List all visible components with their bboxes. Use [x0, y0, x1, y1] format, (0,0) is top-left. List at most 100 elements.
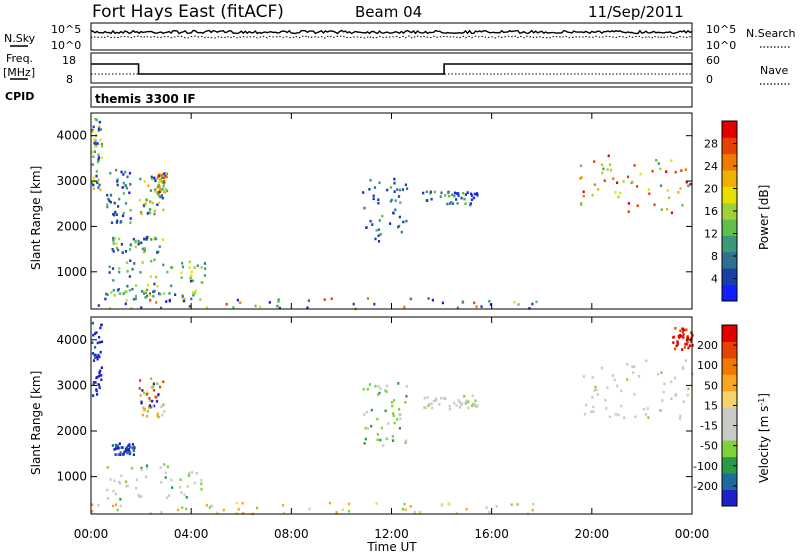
colorbar-tick-label: 8: [711, 250, 718, 263]
echo-cell: [91, 503, 94, 506]
echo-cell: [392, 211, 395, 215]
echo-cell: [124, 170, 127, 174]
echo-cell: [686, 336, 689, 340]
echo-cell: [308, 507, 311, 511]
echo-cell: [162, 185, 165, 188]
echo-cell: [131, 267, 134, 271]
echo-cell: [97, 127, 100, 131]
echo-cell: [93, 150, 96, 153]
echo-cell: [144, 296, 147, 299]
echo-cell: [189, 279, 193, 283]
echo-cell: [595, 388, 598, 392]
echo-cell: [118, 442, 121, 445]
echo-cell: [380, 426, 383, 430]
echo-cell: [92, 125, 95, 129]
echo-cell: [472, 196, 475, 200]
echo-cell: [582, 190, 585, 194]
echo-cell: [633, 164, 636, 167]
echo-cell: [592, 410, 595, 413]
echo-cell: [143, 292, 146, 295]
echo-cell: [457, 399, 460, 402]
echo-cell: [91, 352, 95, 355]
echo-cell: [191, 291, 195, 294]
echo-cell: [391, 439, 395, 442]
echo-cell: [455, 511, 458, 515]
echo-cell: [684, 342, 687, 346]
echo-cell: [593, 389, 596, 392]
echo-cell: [474, 399, 477, 402]
echo-cell: [603, 179, 606, 182]
echo-cell: [107, 197, 110, 201]
echo-cell: [377, 385, 380, 388]
echo-cell: [155, 400, 159, 403]
echo-cell: [682, 367, 685, 370]
echo-cell: [132, 446, 135, 450]
echo-cell: [440, 503, 443, 506]
echo-cell: [674, 347, 677, 351]
echo-cell: [149, 200, 152, 203]
echo-cell: [118, 480, 121, 484]
echo-cell: [95, 118, 98, 122]
echo-cell: [126, 284, 129, 288]
echo-cell: [112, 213, 116, 217]
velocity-panel-frame: [90, 316, 693, 515]
echo-cell: [109, 193, 113, 197]
echo-cell: [676, 343, 679, 346]
echo-cell: [156, 285, 159, 288]
echo-cell: [604, 398, 607, 402]
echo-cell: [156, 203, 159, 206]
echo-cell: [111, 248, 114, 251]
echo-cell: [93, 381, 96, 384]
echo-cell: [145, 236, 148, 239]
echo-cell: [162, 292, 166, 295]
echo-cell: [132, 453, 135, 456]
echo-cell: [108, 199, 111, 203]
echo-cell: [140, 212, 143, 215]
echo-cell: [433, 190, 436, 194]
echo-cell: [145, 198, 148, 202]
echo-cell: [430, 197, 433, 201]
echo-cell: [159, 306, 163, 310]
echo-cell: [366, 387, 369, 391]
echo-cell: [451, 202, 455, 205]
echo-cell: [668, 196, 671, 200]
echo-cell: [670, 397, 673, 400]
echo-cell: [532, 502, 535, 506]
echo-cell: [116, 178, 119, 181]
echo-cell: [125, 261, 128, 264]
echo-cell: [352, 302, 355, 306]
echo-cell: [92, 333, 95, 337]
echo-cell: [99, 138, 102, 142]
colorbar-swatch: [722, 423, 737, 441]
echo-cell: [139, 379, 142, 382]
echo-cell: [614, 412, 617, 416]
echo-cell: [397, 382, 400, 385]
colorbar-tick-label: 24: [704, 160, 718, 173]
echo-cell: [112, 236, 115, 240]
freq-trace: [91, 63, 692, 75]
echo-cell: [377, 393, 380, 396]
echo-cell: [151, 201, 154, 205]
echo-cell: [403, 305, 406, 309]
echo-cell: [99, 128, 102, 131]
echo-cell: [614, 191, 617, 194]
echo-cell: [122, 211, 125, 215]
echo-cell: [155, 396, 158, 399]
echo-cell: [114, 453, 117, 456]
echo-cell: [450, 200, 453, 204]
echo-cell: [162, 403, 165, 407]
echo-cell: [162, 208, 165, 212]
echo-cell: [672, 336, 675, 339]
echo-cell: [151, 404, 154, 408]
echo-cell: [124, 480, 128, 484]
echo-cell: [95, 389, 98, 393]
echo-cell: [161, 238, 164, 241]
echo-cell: [636, 204, 639, 207]
echo-cell: [268, 301, 271, 304]
echo-cell: [153, 209, 156, 213]
echo-cell: [149, 208, 152, 211]
echo-cell: [382, 444, 385, 447]
echo-cell: [124, 184, 127, 188]
echo-cell: [191, 279, 194, 283]
echo-cell: [162, 380, 165, 384]
